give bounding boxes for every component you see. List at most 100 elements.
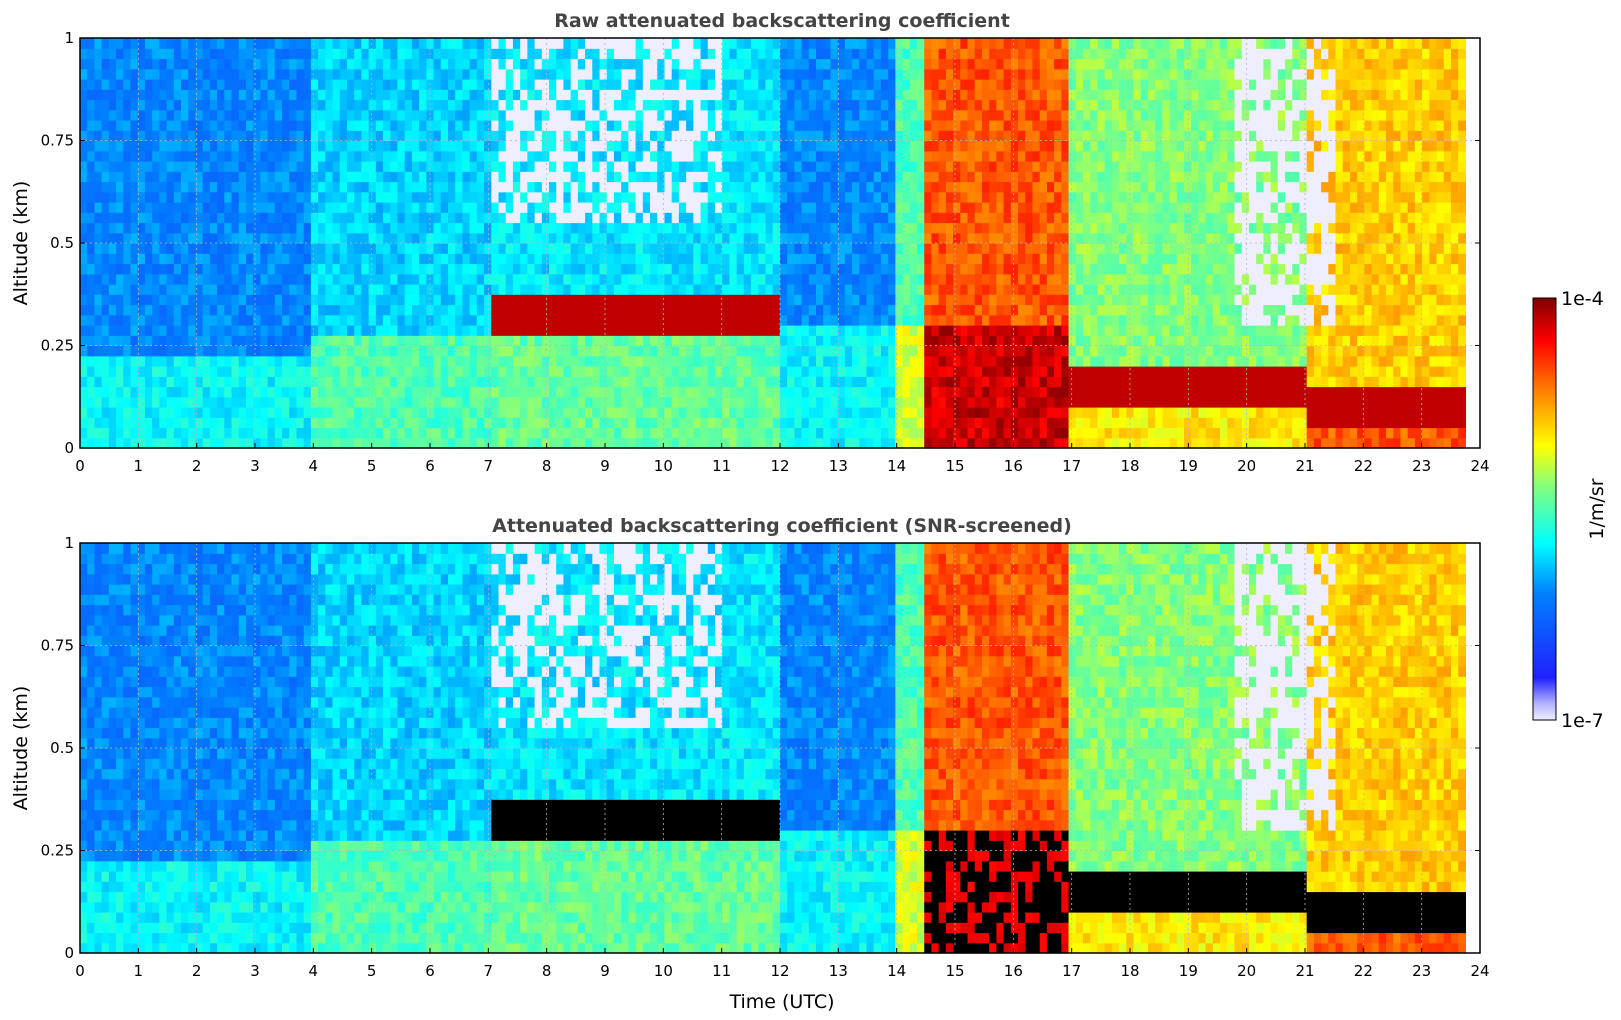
heatmap-cell [686,222,694,234]
heatmap-cell [202,99,211,111]
heatmap-cell [101,396,110,408]
heatmap-cell [462,191,471,203]
heatmap-cell [931,417,940,429]
heatmap-cell [217,161,225,172]
heatmap-cell [678,68,687,80]
heatmap-cell [462,304,471,316]
heatmap-cell [166,427,175,439]
heatmap-cell [346,130,355,142]
heatmap-cell [448,417,456,429]
heatmap-cell [188,150,197,162]
heatmap-cell [642,68,651,80]
heatmap-cell [852,335,860,347]
heatmap-cell [231,68,240,80]
heatmap-cell [419,253,427,265]
heatmap-cell [217,140,225,152]
heatmap-cell [476,191,485,203]
heatmap-cell [354,161,363,172]
heatmap-cell [945,109,954,121]
heatmap-cell [967,345,976,357]
heatmap-cell [722,273,731,285]
heatmap-cell [635,161,644,172]
heatmap-cell [931,130,940,142]
heatmap-cell [224,58,233,70]
heatmap-cell [267,38,276,49]
heatmap-cell [346,99,355,111]
heatmap-cell [433,243,442,254]
heatmap-cell [671,253,680,265]
heatmap-cell [224,48,233,60]
heatmap-cell [924,335,933,347]
heatmap-cell [238,99,247,111]
heatmap-cell [534,58,543,70]
heatmap-cell [931,304,940,316]
heatmap-cell [253,355,261,367]
heatmap-cell [469,120,478,131]
heatmap-cell [902,212,911,224]
heatmap-cell [404,437,413,449]
heatmap-cell [974,396,983,408]
heatmap-cell [173,68,182,80]
heatmap-cell [390,304,399,316]
heatmap-cell [512,345,521,357]
heatmap-cell [924,48,933,60]
heatmap-cell [80,366,88,377]
heatmap-cell [953,109,961,121]
heatmap-cell [722,263,731,275]
heatmap-cell [419,181,427,193]
heatmap-cell [397,304,406,316]
heatmap-cell [318,58,326,70]
heatmap-cell [426,109,435,121]
heatmap-cell [880,109,889,121]
heatmap-cell [823,243,832,254]
heatmap-cell [772,212,781,224]
heatmap-cell [209,376,218,388]
heatmap-cell [202,243,211,254]
heatmap-cell [448,68,456,80]
heatmap-cell [642,366,651,377]
heatmap-cell [866,366,875,377]
heatmap-cell [455,376,464,388]
heatmap-cell [527,109,536,121]
heatmap-cell [289,212,298,224]
heatmap-cell [924,232,933,244]
heatmap-cell [224,130,233,142]
heatmap-cell [960,427,969,439]
heatmap-cell [267,120,276,131]
heatmap-cell [642,355,651,367]
heatmap-cell [383,109,391,121]
heatmap-cell [837,304,846,316]
heatmap-cell [866,109,875,121]
heatmap-cell [152,294,160,306]
heatmap-cell [152,140,160,152]
heatmap-cell [296,263,305,275]
heatmap-cell [375,120,384,131]
heatmap-cell [296,355,305,367]
heatmap-cell [751,273,759,285]
heatmap-cell [282,253,290,265]
heatmap-cell [599,304,608,316]
heatmap-cell [888,181,896,193]
heatmap-cell [231,407,240,418]
heatmap-cell [152,396,160,408]
heatmap-cell [137,191,146,203]
heatmap-cell [823,89,832,101]
heatmap-cell [657,232,666,244]
heatmap-cell [476,120,485,131]
heatmap-cell [123,109,132,121]
heatmap-cell [325,335,334,347]
heatmap-cell [346,48,355,60]
heatmap-cell [873,417,882,429]
heatmap-cell [700,99,709,111]
heatmap-cell [577,79,586,90]
heatmap-cell [390,253,399,265]
heatmap-cell [628,150,637,162]
heatmap-cell [541,407,550,418]
heatmap-cell [498,335,507,347]
heatmap-cell [657,99,666,111]
heatmap-cell [296,38,305,49]
heatmap-cell [866,386,875,398]
heatmap-cell [455,386,464,398]
heatmap-cell [411,232,420,244]
heatmap-cell [368,191,377,203]
